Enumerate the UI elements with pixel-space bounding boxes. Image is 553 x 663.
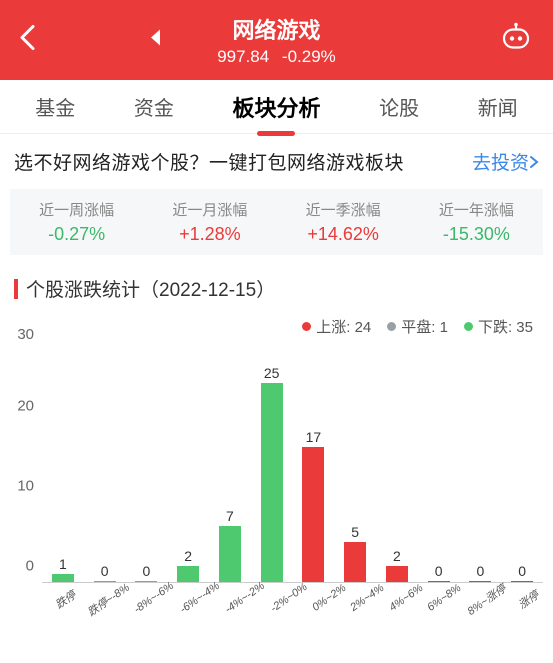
stat-0: 近一周涨幅 -0.27%	[10, 199, 143, 245]
x-label: 涨停	[508, 582, 553, 645]
header-subtitle: 997.84 -0.29%	[217, 47, 336, 67]
bar-value: 0	[476, 563, 484, 579]
promo-text: 选不好网络游戏个股？一键打包网络游戏板块	[14, 148, 466, 175]
header: 网络游戏 997.84 -0.29%	[0, 0, 553, 80]
bar	[428, 581, 450, 582]
bar-value: 0	[101, 563, 109, 579]
section-title-text: 个股涨跌统计（2022-12-15）	[26, 275, 275, 302]
y-axis: 0102030	[0, 343, 40, 583]
bar-slot: 5	[334, 343, 376, 582]
bar-value: 0	[518, 563, 526, 579]
tab-1[interactable]: 资金	[130, 80, 178, 133]
bar-value: 1	[59, 556, 67, 572]
bar-slot: 0	[460, 343, 502, 582]
promo-link-label: 去投资	[472, 148, 529, 175]
y-tick: 30	[17, 326, 34, 343]
tab-0[interactable]: 基金	[31, 80, 79, 133]
bar-value: 0	[435, 563, 443, 579]
bar	[177, 566, 199, 582]
bar-value: 5	[351, 524, 359, 540]
bar-slot: 25	[251, 343, 293, 582]
back-button[interactable]	[18, 24, 36, 57]
y-tick: 10	[17, 478, 34, 495]
bar	[386, 566, 408, 582]
stat-label: 近一年涨幅	[410, 199, 543, 220]
bar	[261, 383, 283, 582]
legend-up: 上涨: 24	[302, 316, 371, 337]
legend-dot-icon	[387, 322, 396, 331]
bar	[302, 447, 324, 582]
stats-row: 近一周涨幅 -0.27%近一月涨幅 +1.28%近一季涨幅 +14.62%近一年涨幅 -…	[10, 189, 543, 255]
chevron-left-icon	[18, 24, 36, 52]
tabs: 基金资金板块分析论股新闻	[0, 80, 553, 134]
bar-slot: 0	[418, 343, 460, 582]
header-price: 997.84	[217, 47, 269, 66]
stat-value: -15.30%	[410, 224, 543, 245]
robot-icon	[499, 23, 533, 53]
bar	[135, 581, 157, 582]
chart-legend: 上涨: 24 平盘: 1 下跌: 35	[0, 312, 553, 343]
section-title: 个股涨跌统计（2022-12-15）	[0, 255, 553, 312]
stat-label: 近一月涨幅	[143, 199, 276, 220]
y-tick: 20	[17, 398, 34, 415]
bar-value: 0	[142, 563, 150, 579]
stat-value: +1.28%	[143, 224, 276, 245]
x-axis: 跌停跌停~-8%-8%~-6%-6%~-4%-4%~-2%-2%~0%0%~2%…	[42, 583, 543, 633]
y-tick: 0	[26, 558, 34, 575]
bar	[344, 542, 366, 582]
stat-value: -0.27%	[10, 224, 143, 245]
stat-1: 近一月涨幅 +1.28%	[143, 199, 276, 245]
legend-label: 平盘: 1	[401, 316, 448, 337]
tab-2[interactable]: 板块分析	[228, 79, 324, 135]
tab-4[interactable]: 新闻	[474, 80, 522, 133]
legend-label: 上涨: 24	[316, 316, 371, 337]
legend-down: 下跌: 35	[464, 316, 533, 337]
distribution-chart: 0102030 10027251752000 跌停跌停~-8%-8%~-6%-6…	[0, 343, 553, 633]
plot-area: 1 0 0 2 7 25 17 5 2 0 0 0	[42, 343, 543, 583]
bar	[219, 526, 241, 582]
bar-slot: 2	[376, 343, 418, 582]
promo-link[interactable]: 去投资	[472, 148, 539, 175]
stat-2: 近一季涨幅 +14.62%	[277, 199, 410, 245]
bar-slot: 1	[42, 343, 84, 582]
bar-slot: 0	[84, 343, 126, 582]
bar-slot: 2	[167, 343, 209, 582]
bar-value: 7	[226, 508, 234, 524]
stat-3: 近一年涨幅 -15.30%	[410, 199, 543, 245]
assistant-button[interactable]	[499, 23, 533, 58]
legend-label: 下跌: 35	[478, 316, 533, 337]
legend-dot-icon	[464, 322, 473, 331]
bar	[94, 581, 116, 582]
stat-label: 近一季涨幅	[277, 199, 410, 220]
legend-dot-icon	[302, 322, 311, 331]
bar-value: 2	[184, 548, 192, 564]
header-title: 网络游戏	[217, 13, 336, 45]
bar-slot: 0	[501, 343, 543, 582]
bar	[469, 581, 491, 582]
prev-button[interactable]	[148, 28, 162, 53]
bar-value: 2	[393, 548, 401, 564]
bar-slot: 7	[209, 343, 251, 582]
tab-3[interactable]: 论股	[375, 80, 423, 133]
legend-flat: 平盘: 1	[387, 316, 448, 337]
bar	[511, 581, 533, 582]
bar-slot: 17	[293, 343, 335, 582]
stat-value: +14.62%	[277, 224, 410, 245]
stat-label: 近一周涨幅	[10, 199, 143, 220]
bar-value: 17	[306, 429, 322, 445]
promo-banner: 选不好网络游戏个股？一键打包网络游戏板块 去投资	[0, 134, 553, 189]
header-change: -0.29%	[282, 47, 336, 66]
bar-value: 25	[264, 365, 280, 381]
chevron-right-icon	[529, 155, 539, 169]
triangle-left-icon	[148, 28, 162, 48]
bar	[52, 574, 74, 582]
bar-slot: 0	[126, 343, 168, 582]
